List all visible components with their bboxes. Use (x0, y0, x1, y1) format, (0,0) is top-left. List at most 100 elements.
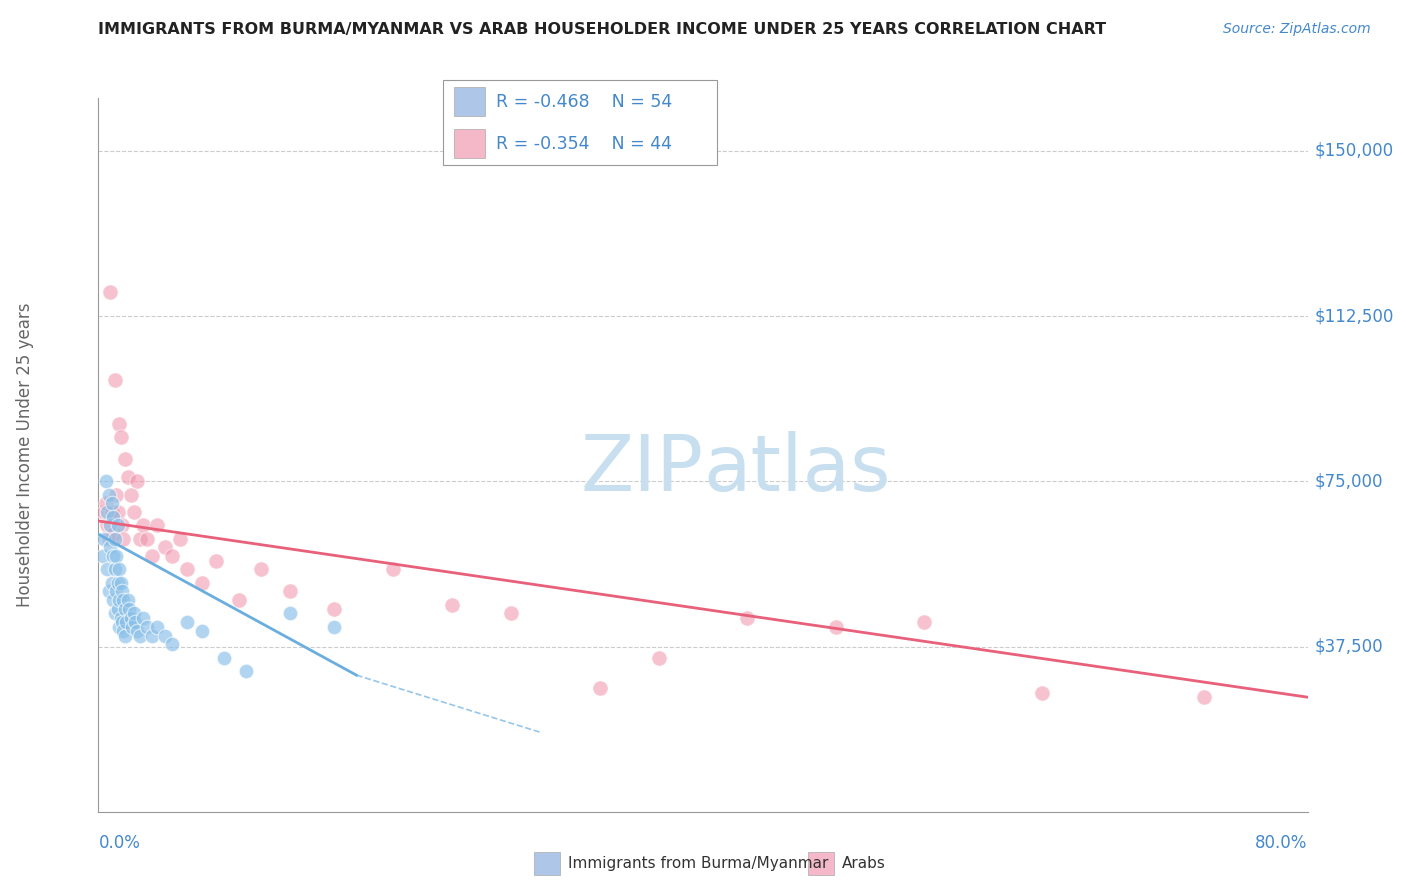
Point (98, 285, 121, 299)
Point (104, 373, 127, 387)
Point (97, 584, 120, 599)
Text: Source: ZipAtlas.com: Source: ZipAtlas.com (1223, 22, 1371, 37)
Point (128, 628, 150, 642)
Text: atlas: atlas (703, 431, 890, 508)
Point (111, 615, 134, 630)
Point (96, 518, 118, 533)
Point (108, 620, 131, 634)
Point (648, 650, 671, 665)
Point (111, 518, 134, 533)
Point (141, 628, 163, 642)
Point (212, 650, 235, 665)
Point (124, 615, 146, 630)
Point (141, 549, 163, 564)
Point (176, 562, 198, 576)
Point (101, 549, 124, 564)
Point (98, 518, 121, 533)
Point (190, 624, 212, 639)
Point (323, 620, 346, 634)
Point (160, 637, 183, 651)
Text: Householder Income Under 25 years: Householder Income Under 25 years (17, 302, 34, 607)
Text: 80.0%: 80.0% (1256, 834, 1308, 852)
Point (114, 628, 136, 642)
Point (228, 593, 250, 607)
Point (101, 509, 124, 524)
Point (146, 518, 169, 533)
Point (114, 452, 136, 467)
Point (205, 554, 228, 568)
Point (121, 620, 143, 634)
Point (323, 602, 346, 616)
Point (169, 532, 191, 546)
Text: R = -0.354    N = 44: R = -0.354 N = 44 (496, 135, 672, 153)
Point (735, 611, 758, 625)
Point (110, 611, 132, 625)
Text: Arabs: Arabs (842, 856, 886, 871)
Point (441, 598, 464, 612)
Point (111, 584, 134, 599)
Point (117, 470, 139, 484)
Point (120, 611, 142, 625)
Point (105, 487, 128, 501)
Point (108, 593, 131, 607)
Point (107, 518, 129, 533)
Point (97, 487, 120, 501)
Point (91, 549, 114, 564)
Text: 0.0%: 0.0% (98, 834, 141, 852)
Point (122, 505, 145, 519)
Point (153, 541, 176, 555)
Point (100, 575, 122, 590)
Point (589, 681, 612, 696)
Point (131, 518, 153, 533)
Point (98, 541, 121, 555)
Point (117, 593, 139, 607)
Point (249, 562, 271, 576)
Point (94, 475, 117, 489)
Point (104, 532, 127, 546)
Point (1031, 686, 1053, 700)
Point (120, 487, 142, 501)
Point (122, 607, 145, 621)
Point (235, 664, 257, 678)
Point (136, 620, 159, 634)
Point (107, 505, 129, 519)
Point (112, 624, 135, 639)
Point (278, 584, 301, 599)
Point (100, 505, 122, 519)
Point (101, 527, 124, 541)
Text: R = -0.468    N = 54: R = -0.468 N = 54 (496, 93, 672, 111)
Point (93, 505, 115, 519)
Point (112, 532, 135, 546)
Point (136, 532, 159, 546)
Text: $37,500: $37,500 (1315, 638, 1384, 656)
Text: Immigrants from Burma/Myanmar: Immigrants from Burma/Myanmar (568, 856, 828, 871)
Point (278, 607, 301, 621)
Point (94, 496, 117, 510)
Point (101, 593, 124, 607)
Text: $150,000: $150,000 (1315, 142, 1393, 160)
Point (96, 562, 118, 576)
Point (97, 532, 120, 546)
Point (118, 602, 141, 616)
Point (125, 475, 148, 489)
Point (107, 575, 129, 590)
Point (153, 628, 176, 642)
Text: IMMIGRANTS FROM BURMA/MYANMAR VS ARAB HOUSEHOLDER INCOME UNDER 25 YEARS CORRELAT: IMMIGRANTS FROM BURMA/MYANMAR VS ARAB HO… (98, 22, 1107, 37)
Point (125, 624, 148, 639)
Text: ZIP: ZIP (581, 431, 703, 508)
Point (110, 575, 132, 590)
Point (190, 575, 212, 590)
Point (105, 549, 128, 564)
Point (146, 620, 169, 634)
Point (176, 615, 198, 630)
Point (824, 620, 846, 634)
Point (105, 584, 128, 599)
Point (115, 615, 138, 630)
Point (100, 496, 122, 510)
Point (1194, 690, 1216, 705)
Point (93, 532, 115, 546)
Point (108, 417, 131, 431)
Point (96, 505, 118, 519)
Point (912, 615, 935, 630)
Point (160, 549, 183, 564)
